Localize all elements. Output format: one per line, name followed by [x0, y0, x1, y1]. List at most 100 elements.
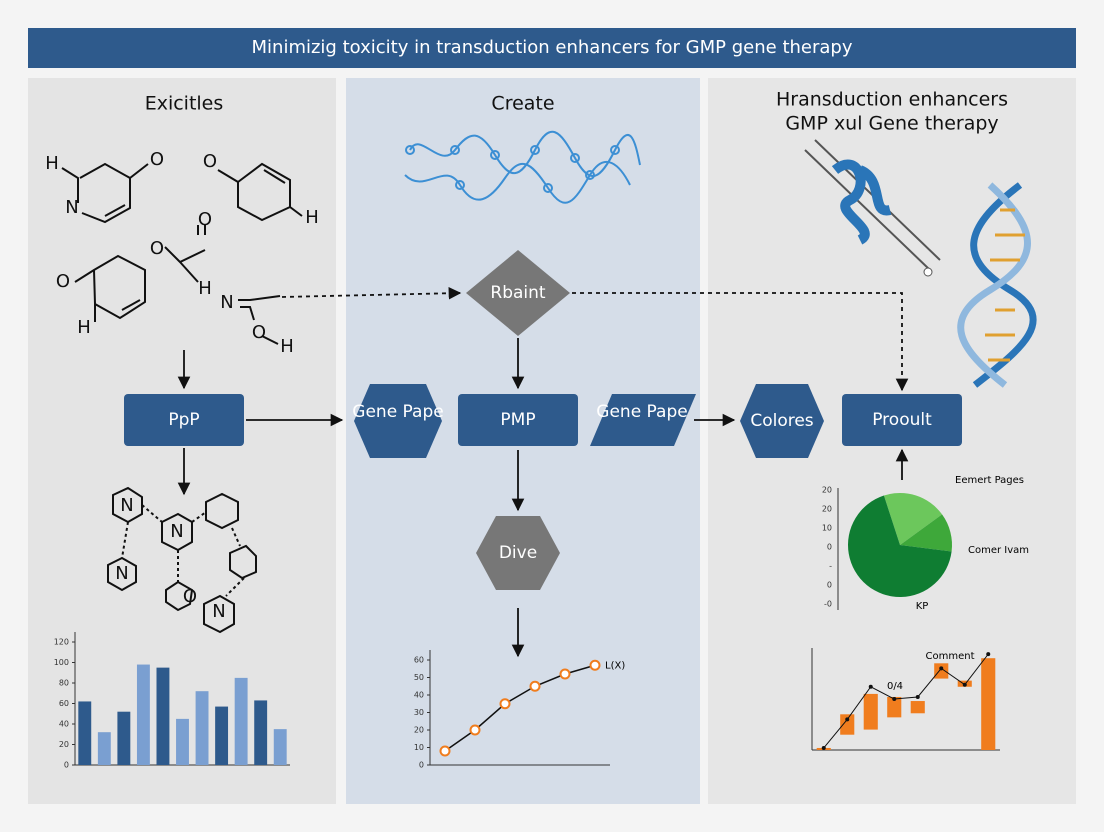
point: [868, 684, 873, 689]
waterfall-bar: [981, 658, 996, 750]
slice-label: KP: [916, 601, 929, 612]
waterfall-bar: [887, 696, 902, 718]
process-node: [124, 394, 244, 446]
y-tick-label: 40: [414, 691, 424, 700]
point: [529, 680, 541, 692]
pie-slice: [883, 493, 943, 545]
waterfall-bar: [863, 693, 878, 730]
point: [892, 697, 897, 701]
header-bar: [28, 28, 1076, 68]
protein-drawing: [804, 139, 941, 277]
process-node: [842, 394, 962, 446]
process-node: [458, 394, 578, 446]
atom-label: N: [220, 292, 233, 313]
pie-slice: [848, 495, 952, 598]
molecule-drawing: [61, 162, 303, 634]
bar: [273, 729, 287, 765]
nodes: PpP Gene Pape PMP Gene Pape Colores Proo…: [124, 250, 962, 590]
line: [823, 653, 989, 749]
point: [439, 745, 451, 757]
y-tick-label: 50: [414, 673, 424, 682]
y-tick-label: 60: [59, 699, 69, 708]
y-tick-label: 10: [414, 743, 424, 752]
bar: [117, 711, 131, 765]
atom-label: N: [170, 521, 183, 542]
atom-label: N: [212, 601, 225, 622]
point: [845, 717, 850, 722]
panel-title: Create: [491, 93, 554, 115]
annotation: Comment: [926, 651, 975, 662]
node-label: Gene Pape: [352, 402, 443, 422]
hexagon-node: [354, 384, 442, 458]
axis-label: 20: [822, 505, 832, 514]
waterfall-bar: [840, 714, 855, 735]
point: [559, 668, 571, 680]
bar: [176, 718, 189, 765]
point: [821, 745, 826, 750]
atom-label: H: [45, 153, 59, 174]
point: [499, 698, 511, 710]
node-label: PpP: [168, 410, 199, 430]
axis-label: 10: [822, 524, 832, 533]
hexagon-node: [740, 384, 824, 458]
bar: [234, 677, 248, 765]
atom-label: N: [120, 495, 133, 516]
node-label: Rbaint: [490, 283, 546, 303]
bar: [195, 691, 209, 765]
atom-labels: H N O O H O O H O H N O H N N N O N: [45, 149, 319, 622]
atom-label: O: [183, 586, 197, 607]
slice-label: Eemert Pages: [955, 475, 1024, 486]
node-label: Colores: [750, 411, 813, 431]
hexagon-node: [476, 516, 560, 590]
series-label: L(X): [605, 660, 625, 671]
node-label: Prooult: [872, 410, 932, 430]
atom-label: O: [252, 322, 266, 343]
atom-label: H: [198, 278, 212, 299]
atom-label: N: [65, 197, 78, 218]
panel-title: Exicitles: [145, 93, 224, 115]
panel-title: Hransduction enhancers: [776, 89, 1008, 111]
axis-label: -0: [824, 600, 832, 609]
dna-drawing: [957, 182, 1037, 388]
bar: [156, 667, 170, 765]
point: [962, 682, 967, 687]
bar: [97, 732, 111, 765]
y-tick-label: 120: [54, 638, 69, 647]
slice-label: Comer Ivam: [968, 545, 1029, 556]
node-label: Gene Pape: [596, 402, 687, 422]
annotation: 0/4: [887, 681, 903, 692]
y-tick-label: 0: [64, 761, 69, 770]
panel-title: GMP xul Gene therapy: [785, 113, 998, 135]
node-label: PMP: [500, 410, 535, 430]
bar: [78, 701, 92, 765]
node-label: Dive: [499, 543, 537, 563]
axis-label: 0: [827, 543, 832, 552]
pie-slice: [900, 514, 952, 552]
bar: [136, 664, 150, 765]
atom-label: H: [77, 317, 91, 338]
waterfall-bar: [910, 701, 925, 714]
atom-label: O: [198, 209, 212, 230]
parallelogram-node: [590, 394, 696, 446]
connectors: [177, 286, 909, 658]
y-tick-label: 40: [59, 720, 69, 729]
point: [986, 652, 991, 657]
y-tick-label: 30: [414, 708, 424, 717]
axis-label: 0: [827, 581, 832, 590]
y-tick-label: 0: [419, 761, 424, 770]
point: [469, 724, 481, 736]
network-drawing: [404, 130, 641, 204]
point: [915, 694, 920, 699]
axis-label: -: [829, 562, 832, 571]
y-tick-label: 20: [59, 740, 69, 749]
bar: [254, 700, 268, 765]
atom-label: O: [56, 271, 70, 292]
point: [589, 659, 601, 671]
point: [939, 666, 944, 671]
atom-label: N: [115, 563, 128, 584]
y-tick-label: 80: [59, 679, 69, 688]
atom-label: H: [305, 207, 319, 228]
atom-label: O: [150, 149, 164, 170]
decision-node: [466, 250, 570, 336]
